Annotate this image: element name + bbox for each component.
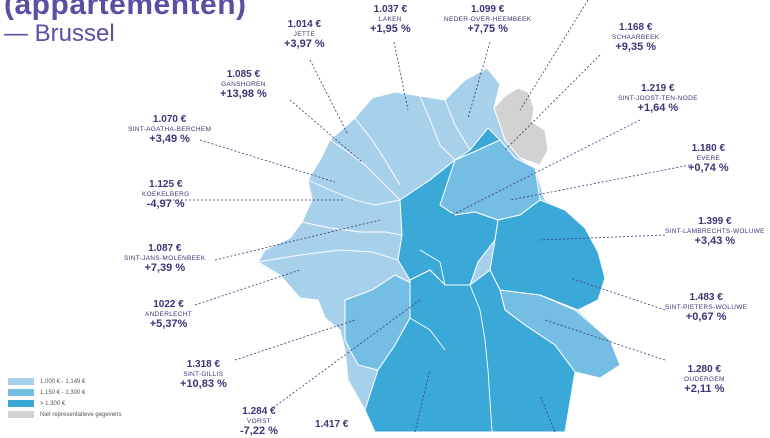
label-price: 1.168 €	[619, 22, 653, 33]
label-price: 1.180 €	[691, 143, 726, 154]
label-price: 1.085 €	[226, 69, 261, 80]
map-subtitle: — Brussel	[4, 20, 115, 47]
label-sint-agatha-berchem: 1.070 € SINT-AGATHA-BERCHEM +3,49 %	[128, 114, 211, 146]
label-koekelberg: 1.125 € KOEKELBERG -4,97 %	[142, 179, 189, 211]
label-sint-gillis: 1.318 € SINT-GILLIS +10,83 %	[180, 359, 227, 391]
label-price: 1.014 €	[287, 19, 322, 30]
label-price: 1.099 €	[470, 4, 505, 15]
label-pct: +3,49 %	[149, 132, 190, 145]
legend-label: 1.000 € - 1.149 €	[40, 378, 86, 385]
region-grey	[493, 87, 549, 166]
label-name: JETTE	[293, 30, 316, 38]
label-name: LAKEN	[378, 15, 402, 23]
label-laken: 1.037 € LAKEN +1,95 %	[370, 4, 411, 36]
legend-item: Niet representatieve gegevens	[8, 409, 121, 420]
label-price: 1.284 €	[242, 406, 276, 417]
label-pct: +1,64 %	[637, 101, 679, 114]
label-pct: +2,11 %	[684, 382, 725, 395]
label-price: 1022 €	[153, 299, 184, 310]
legend-item: > 1.300 €	[8, 398, 121, 409]
label-price: 1.037 €	[373, 4, 408, 15]
label-pct: +7,75 %	[467, 22, 508, 35]
legend-label: Niet representatieve gegevens	[40, 411, 122, 418]
label-pct: +1,95 %	[370, 22, 411, 35]
label-pct: +13,98 %	[220, 87, 267, 100]
region-dark-south	[364, 269, 576, 432]
label-name: KOEKELBERG	[142, 190, 190, 198]
label-name: SCHAARBEEK	[612, 33, 660, 41]
label-name: SINT-AGATHA-BERCHEM	[128, 125, 212, 133]
district-borders	[257, 95, 493, 432]
legend-swatch	[8, 389, 34, 396]
label-price: 1.070 €	[152, 114, 187, 125]
label-name: NEDER-OVER-HEEMBEEK	[444, 15, 532, 23]
legend-swatch	[8, 378, 34, 385]
label-name: SINT-PIETERS-WOLUWE	[665, 303, 748, 311]
label-pct: +10,83 %	[180, 377, 227, 390]
label-sint-joost-ten-node: 1.219 € SINT-JOOST-TEN-NODE +1,64 %	[618, 83, 698, 115]
label-vorst: 1.284 € VORST -7,22 %	[240, 406, 278, 438]
label-pct: +5,37%	[149, 317, 188, 330]
label-name: GANSHOREN	[221, 80, 266, 88]
label-pct: +0,74 %	[688, 161, 729, 174]
label-name: VORST	[247, 417, 271, 425]
label-sint-pieters-woluwe: 1.483 € SINT-PIETERS-WOLUWE +0,67 %	[665, 292, 747, 324]
legend-label: > 1.300 €	[40, 400, 66, 407]
label-oudergem: 1.280 € OUDERGEM +2,11 %	[684, 364, 725, 396]
leader-lines	[165, 0, 691, 432]
label-name: SINT-JANS-MOLENBEEK	[124, 254, 206, 262]
label-pct: +7,39 %	[144, 261, 186, 274]
label-evere: 1.180 € EVERE +0,74 %	[688, 143, 729, 175]
label-price: 1.483 €	[689, 292, 723, 303]
label-price: 1.219 €	[641, 83, 675, 94]
label-price: 1.417 €	[315, 419, 349, 430]
label-schaarbeek: 1.168 € SCHAARBEEK +9,35 %	[612, 22, 659, 54]
label-name: ANDERLECHT	[145, 310, 193, 318]
label-name: SINT-JOOST-TEN-NODE	[618, 94, 698, 102]
legend-item: 1.150 € - 1.300 €	[8, 387, 121, 398]
map-legend: 1.000 € - 1.149 € 1.150 € - 1.300 € > 1.…	[8, 376, 121, 420]
label-pct: -7,22 %	[240, 424, 278, 437]
label-pct: +3,43 %	[694, 234, 736, 247]
label-neder-over-heembeek: 1.099 € NEDER-OVER-HEEMBEEK +7,75 %	[444, 4, 531, 36]
label-name: OUDERGEM	[684, 375, 725, 383]
label-name: SINT-LAMBRECHTS-WOLUWE	[665, 227, 765, 235]
legend-item: 1.000 € - 1.149 €	[8, 376, 121, 387]
label-price: 1.087 €	[148, 243, 182, 254]
label-pct: -4,97 %	[146, 197, 185, 210]
label-sint-lambrechts-woluwe: 1.399 € SINT-LAMBRECHTS-WOLUWE +3,43 %	[665, 216, 765, 248]
label-anderlecht: 1022 € ANDERLECHT +5,37%	[145, 299, 192, 331]
label-price: 1.318 €	[186, 359, 221, 370]
map-title: (appartementen)	[4, 0, 247, 21]
label-bottom: 1.417 €	[315, 419, 348, 431]
label-price: 1.280 €	[687, 364, 722, 375]
label-sint-jans-molenbeek: 1.087 € SINT-JANS-MOLENBEEK +7,39 %	[124, 243, 206, 275]
label-pct: +0,67 %	[685, 310, 727, 323]
label-price: 1.125 €	[149, 179, 183, 190]
label-name: SINT-GILLIS	[183, 370, 224, 378]
label-ganshoren: 1.085 € GANSHOREN +13,98 %	[220, 69, 267, 101]
legend-label: 1.150 € - 1.300 €	[40, 389, 86, 396]
label-jette: 1.014 € JETTE +3,97 %	[284, 19, 325, 51]
legend-swatch	[8, 411, 34, 418]
label-pct: +9,35 %	[615, 40, 657, 53]
label-name: EVERE	[696, 154, 721, 162]
label-pct: +3,97 %	[284, 37, 325, 50]
label-price: 1.399 €	[698, 216, 732, 227]
legend-swatch	[8, 400, 34, 407]
